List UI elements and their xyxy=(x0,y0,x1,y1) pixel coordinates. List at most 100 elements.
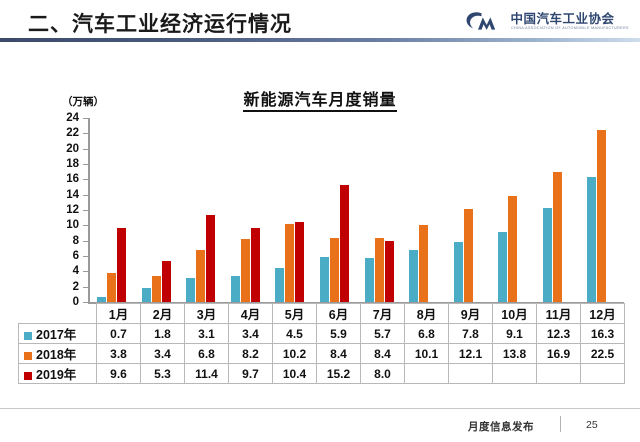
bar-2017年-9月 xyxy=(453,242,463,302)
table-month-header-4: 4月 xyxy=(228,303,273,324)
footer-divider xyxy=(0,408,640,409)
bar-2018年-6月 xyxy=(330,237,339,302)
table-cell: 9.6 xyxy=(96,363,141,384)
table-month-header-3: 3月 xyxy=(184,303,229,324)
chart-title: 新能源汽车月度销量 xyxy=(0,86,640,112)
y-axis-tick-label: 8 xyxy=(72,234,79,247)
table-cell: 3.4 xyxy=(140,343,185,364)
table-cell xyxy=(448,363,493,384)
bar-2017年-6月 xyxy=(320,256,329,302)
bar-group xyxy=(580,118,625,302)
logo-name-cn: 中国汽车工业协会 xyxy=(510,11,615,26)
table-cell: 3.8 xyxy=(96,343,141,364)
y-axis-tick xyxy=(83,118,88,119)
bar-group xyxy=(268,118,313,302)
table-row: 2017年 0.7 1.8 3.1 3.4 4.5 5.9 5.7 6.8 7.8 9.1 12.3 1… xyxy=(18,323,625,344)
table-cell xyxy=(580,363,625,384)
table-cell: 22.5 xyxy=(580,343,625,364)
bar-2017年-11月 xyxy=(542,207,552,302)
footer-label: 月度信息发布 xyxy=(468,421,534,433)
y-axis-tick xyxy=(83,240,88,242)
y-axis-tick xyxy=(83,256,88,257)
y-axis-tick-label: 0 xyxy=(72,296,79,308)
y-axis-tick xyxy=(83,148,88,150)
bar-2018年-12月 xyxy=(597,129,607,302)
table-cell: 16.9 xyxy=(536,343,581,364)
bar-2017年-3月 xyxy=(186,278,196,302)
table-cell: 12.3 xyxy=(536,323,581,344)
bar-group xyxy=(134,118,179,302)
y-axis-tick-label: 6 xyxy=(72,250,79,262)
y-axis-tick-label: 2 xyxy=(72,280,79,293)
data-table: 1月 2月 3月 4月 5月 6月 7月 8月 9月 10月 11月 12月 2017年 0.7 1.8 3… xyxy=(18,303,625,384)
bar-2018年-10月 xyxy=(508,196,518,302)
bar-2018年-7月 xyxy=(374,237,384,302)
table-month-header-1: 1月 xyxy=(96,303,141,324)
table-cell: 10.1 xyxy=(404,343,449,364)
series-legend-2017年: 2017年 xyxy=(18,323,97,344)
bar-2018年-3月 xyxy=(196,249,206,302)
bar-2019年-3月 xyxy=(206,214,216,302)
y-axis-tick-label: 24 xyxy=(66,112,79,124)
table-month-header-12: 12月 xyxy=(580,303,625,324)
bar-2017年-1月 xyxy=(97,296,107,302)
table-cell: 5.7 xyxy=(360,323,405,344)
table-month-header-5: 5月 xyxy=(272,303,317,324)
bar-group xyxy=(535,118,580,302)
table-month-header-11: 11月 xyxy=(536,303,581,324)
bar-chart-plot: 24 22 20 18 16 14 12 10 8 6 4 2 0 xyxy=(66,112,625,308)
table-month-header-10: 10月 xyxy=(492,303,537,324)
bar-2019年-5月 xyxy=(295,222,305,302)
table-cell: 8.0 xyxy=(360,363,405,384)
y-axis-tick xyxy=(83,286,88,288)
y-axis-tick xyxy=(83,179,88,181)
y-axis-tick xyxy=(83,225,88,227)
y-axis-tick xyxy=(83,271,88,273)
y-axis-tick-label: 12 xyxy=(66,204,79,216)
bar-2018年-5月 xyxy=(285,223,295,302)
table-cell: 8.2 xyxy=(228,343,273,364)
x-axis-line xyxy=(88,302,624,304)
bar-group xyxy=(90,118,135,302)
chart-title-text: 新能源汽车月度销量 xyxy=(243,92,397,112)
slide-header: 二、汽车工业经济运行情况 中国汽车工业协会 CHINA ASSOCIATION … xyxy=(0,0,640,46)
table-cell: 8.4 xyxy=(360,343,405,364)
series-legend-2019年: 2019年 xyxy=(18,363,97,384)
bar-group xyxy=(223,118,268,302)
table-cell: 7.8 xyxy=(448,323,493,344)
bar-2019年-2月 xyxy=(161,261,171,302)
table-cell: 5.9 xyxy=(316,323,361,344)
bar-group xyxy=(312,118,357,302)
bar-2017年-8月 xyxy=(409,249,419,302)
bar-2018年-2月 xyxy=(151,275,161,302)
table-month-header-7: 7月 xyxy=(360,303,405,324)
table-row: 2018年 3.8 3.4 6.8 8.2 10.2 8.4 8.4 10.1 12.1 13.8 1… xyxy=(18,343,625,364)
bar-group xyxy=(401,118,446,302)
page-number: 25 xyxy=(586,419,598,431)
table-cell: 1.8 xyxy=(140,323,185,344)
table-cell: 13.8 xyxy=(492,343,537,364)
bar-2019年-6月 xyxy=(340,185,349,302)
y-axis-unit-label: （万辆） xyxy=(62,96,104,108)
table-cell: 5.3 xyxy=(140,363,185,384)
legend-swatch-icon xyxy=(24,352,32,360)
bar-group xyxy=(490,118,535,302)
legend-label: 2017年 xyxy=(36,328,77,342)
bar-2017年-10月 xyxy=(498,232,508,302)
bar-groups xyxy=(90,118,625,302)
page-title: 二、汽车工业经济运行情况 xyxy=(28,13,292,36)
bar-2018年-8月 xyxy=(419,224,429,302)
table-month-header-9: 9月 xyxy=(448,303,493,324)
table-cell: 0.7 xyxy=(96,323,141,344)
bar-2019年-7月 xyxy=(384,240,394,302)
logo-name-en: CHINA ASSOCIATION OF AUTOMOBILE MANUFACT… xyxy=(510,26,629,31)
bar-2018年-1月 xyxy=(107,272,117,302)
bar-group xyxy=(357,118,402,302)
legend-label: 2019年 xyxy=(36,368,77,382)
logo-text: 中国汽车工业协会 CHINA ASSOCIATION OF AUTOMOBILE… xyxy=(510,11,629,31)
bar-2018年-9月 xyxy=(463,209,473,302)
bar-2017年-12月 xyxy=(587,177,597,302)
table-cell: 9.1 xyxy=(492,323,537,344)
bar-group xyxy=(179,118,224,302)
